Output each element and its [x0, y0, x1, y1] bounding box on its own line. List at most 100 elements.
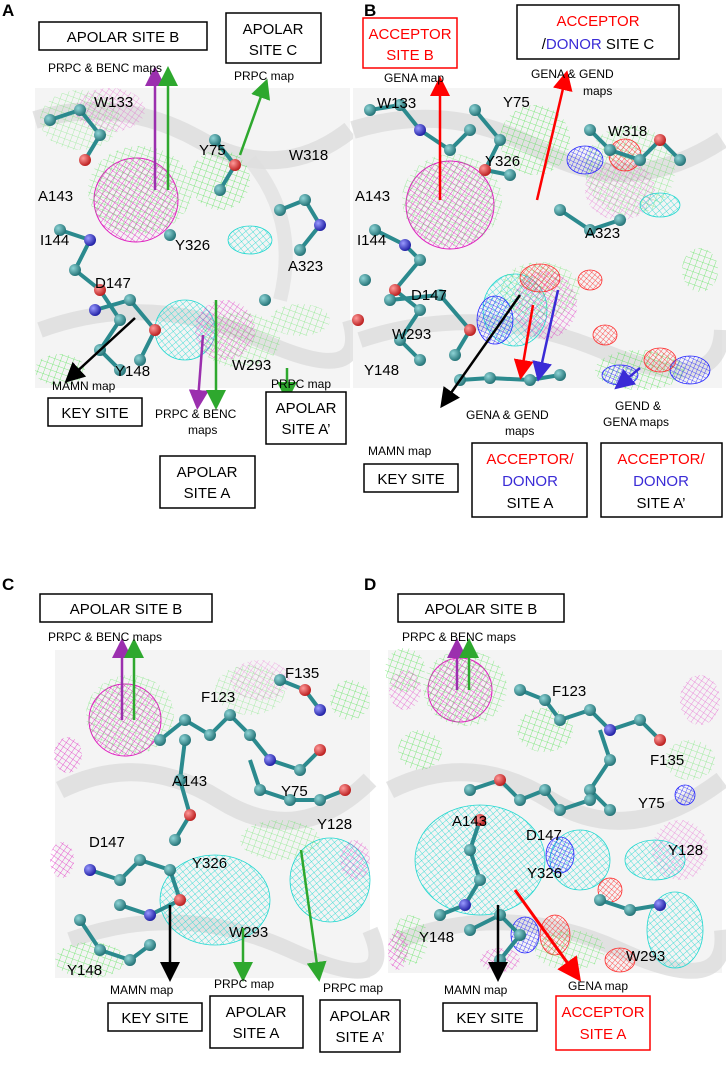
residue-label: W133: [377, 95, 416, 112]
map-label: PRPC map: [214, 977, 274, 991]
mamn-arrow: [64, 317, 136, 383]
site-label: SITE B: [386, 47, 434, 64]
site-label: KEY SITE: [456, 1010, 523, 1027]
mesh-green-blob: [682, 248, 718, 292]
mesh-green-blob: [270, 304, 330, 336]
site-box: [471, 442, 588, 518]
site-label: KEY SITE: [61, 405, 128, 422]
site-label: SITE A: [580, 1026, 627, 1043]
site-box: [39, 593, 213, 623]
mesh-green-blob: [190, 150, 250, 210]
site-box: [107, 1002, 203, 1032]
prpc-arrow: [299, 849, 327, 982]
residue-label: D147: [411, 287, 447, 304]
gend-arrow: [532, 289, 560, 382]
mesh-blue-blob: [545, 836, 575, 874]
mesh-magenta-blob: [680, 675, 720, 725]
residue-label: I144: [40, 232, 69, 249]
residue-label: W293: [232, 357, 271, 374]
mesh-magenta-blob: [388, 930, 408, 970]
site-label: SITE A: [184, 485, 231, 502]
residue-label: I144: [357, 232, 386, 249]
panel-b-residue-labels: W133 Y75 Y326 W318 A143 I144 A323 D147 W…: [355, 94, 647, 379]
mesh-cyan-blob: [624, 839, 686, 881]
panel-a-site-boxes: APOLAR SITE B APOLAR SITE C KEY SITE APO…: [38, 12, 347, 509]
map-label: maps: [188, 423, 217, 437]
mesh-magenta-blob: [75, 88, 145, 132]
map-label: GEND &: [615, 399, 661, 413]
mesh-magenta-blob: [340, 840, 370, 880]
mesh-red-blob: [643, 347, 677, 373]
map-label: PRPC map: [271, 377, 331, 391]
site-label: KEY SITE: [121, 1010, 188, 1027]
residue-label: Y75: [281, 783, 308, 800]
benc-arrow: [188, 334, 209, 410]
mesh-green-blob: [88, 146, 192, 234]
mesh-green-blob: [330, 680, 370, 720]
map-label: GENA map: [384, 71, 444, 85]
mesh-magenta-blob: [389, 670, 421, 710]
panel-d-map-labels: PRPC & BENC maps MAMN map GENA map: [402, 630, 628, 997]
gend-arrow: [614, 367, 641, 390]
panel-a-map-labels: PRPC & BENC maps PRPC map MAMN map PRPC …: [48, 61, 331, 437]
site-label: KEY SITE: [377, 471, 444, 488]
panel-d-site-boxes: APOLAR SITE B KEY SITE ACCEPTOR SITE A: [397, 593, 651, 1051]
residue-label: A143: [38, 188, 73, 205]
site-label: APOLAR SITE B: [70, 601, 183, 618]
map-label: MAMN map: [444, 983, 508, 997]
gena-arrow: [535, 70, 573, 201]
site-label: SITE A: [507, 495, 554, 512]
map-label: GENA maps: [603, 415, 669, 429]
panel-b-arrows: [430, 70, 641, 409]
residue-label: Y326: [192, 855, 227, 872]
panel-d-arrows: [447, 638, 582, 982]
map-label: PRPC & BENC maps: [402, 630, 516, 644]
map-label: MAMN map: [368, 444, 432, 458]
site-label: APOLAR SITE B: [425, 601, 538, 618]
mesh-green-blob: [398, 730, 442, 770]
panel-letter-d: D: [364, 575, 376, 594]
residue-label: A323: [288, 258, 323, 275]
panel-a-image: [32, 88, 362, 388]
site-label: DONOR: [546, 36, 602, 53]
mesh-magenta-blob: [585, 160, 655, 220]
panel-c-arrows: [112, 638, 327, 982]
panel-b: B: [350, 1, 726, 518]
map-label: MAMN map: [52, 379, 116, 393]
panel-letter-b: B: [364, 1, 376, 20]
map-label: PRPC & BENC: [155, 407, 237, 421]
mesh-green-blob: [500, 105, 570, 175]
site-label: SITE A: [233, 1025, 280, 1042]
site-box: [442, 1002, 538, 1032]
residue-label: Y75: [638, 795, 665, 812]
mesh-cyan-blob: [414, 804, 546, 916]
site-box: [159, 455, 256, 509]
site-label: DONOR: [633, 473, 689, 490]
site-box: [47, 397, 143, 427]
panel-b-site-boxes: ACCEPTOR SITE B ACCEPTOR /DONOR SITE C K…: [362, 4, 723, 518]
mesh-cyan-blob: [639, 192, 681, 218]
site-label: ACCEPTOR/: [486, 451, 574, 468]
residue-label: F123: [552, 683, 586, 700]
site-box: [600, 442, 723, 518]
panel-b-image: [350, 88, 726, 390]
mesh-green-blob: [240, 820, 320, 860]
mesh-cyan-blob: [227, 225, 273, 255]
panel-c-residue-labels: F123 F135 A143 Y75 Y128 D147 Y326 W293 Y…: [67, 665, 352, 979]
site-label: DONOR: [502, 473, 558, 490]
map-label: PRPC & BENC maps: [48, 61, 162, 75]
panel-c-image: [50, 650, 385, 979]
residue-label: W293: [392, 326, 431, 343]
site-box: [363, 463, 459, 493]
map-label: maps: [583, 84, 612, 98]
panel-a: A: [2, 1, 362, 509]
mesh-magenta-blob: [50, 842, 74, 878]
site-box: [265, 391, 347, 445]
mesh-magenta-blob: [54, 737, 82, 773]
mesh-green-blob: [665, 740, 715, 780]
mesh-blue-blob: [669, 355, 711, 385]
residue-label: A143: [452, 813, 487, 830]
panel-a-residue-labels: W133 Y75 W318 A143 I144 Y326 D147 A323 Y…: [38, 94, 328, 380]
map-label: PRPC & BENC maps: [48, 630, 162, 644]
